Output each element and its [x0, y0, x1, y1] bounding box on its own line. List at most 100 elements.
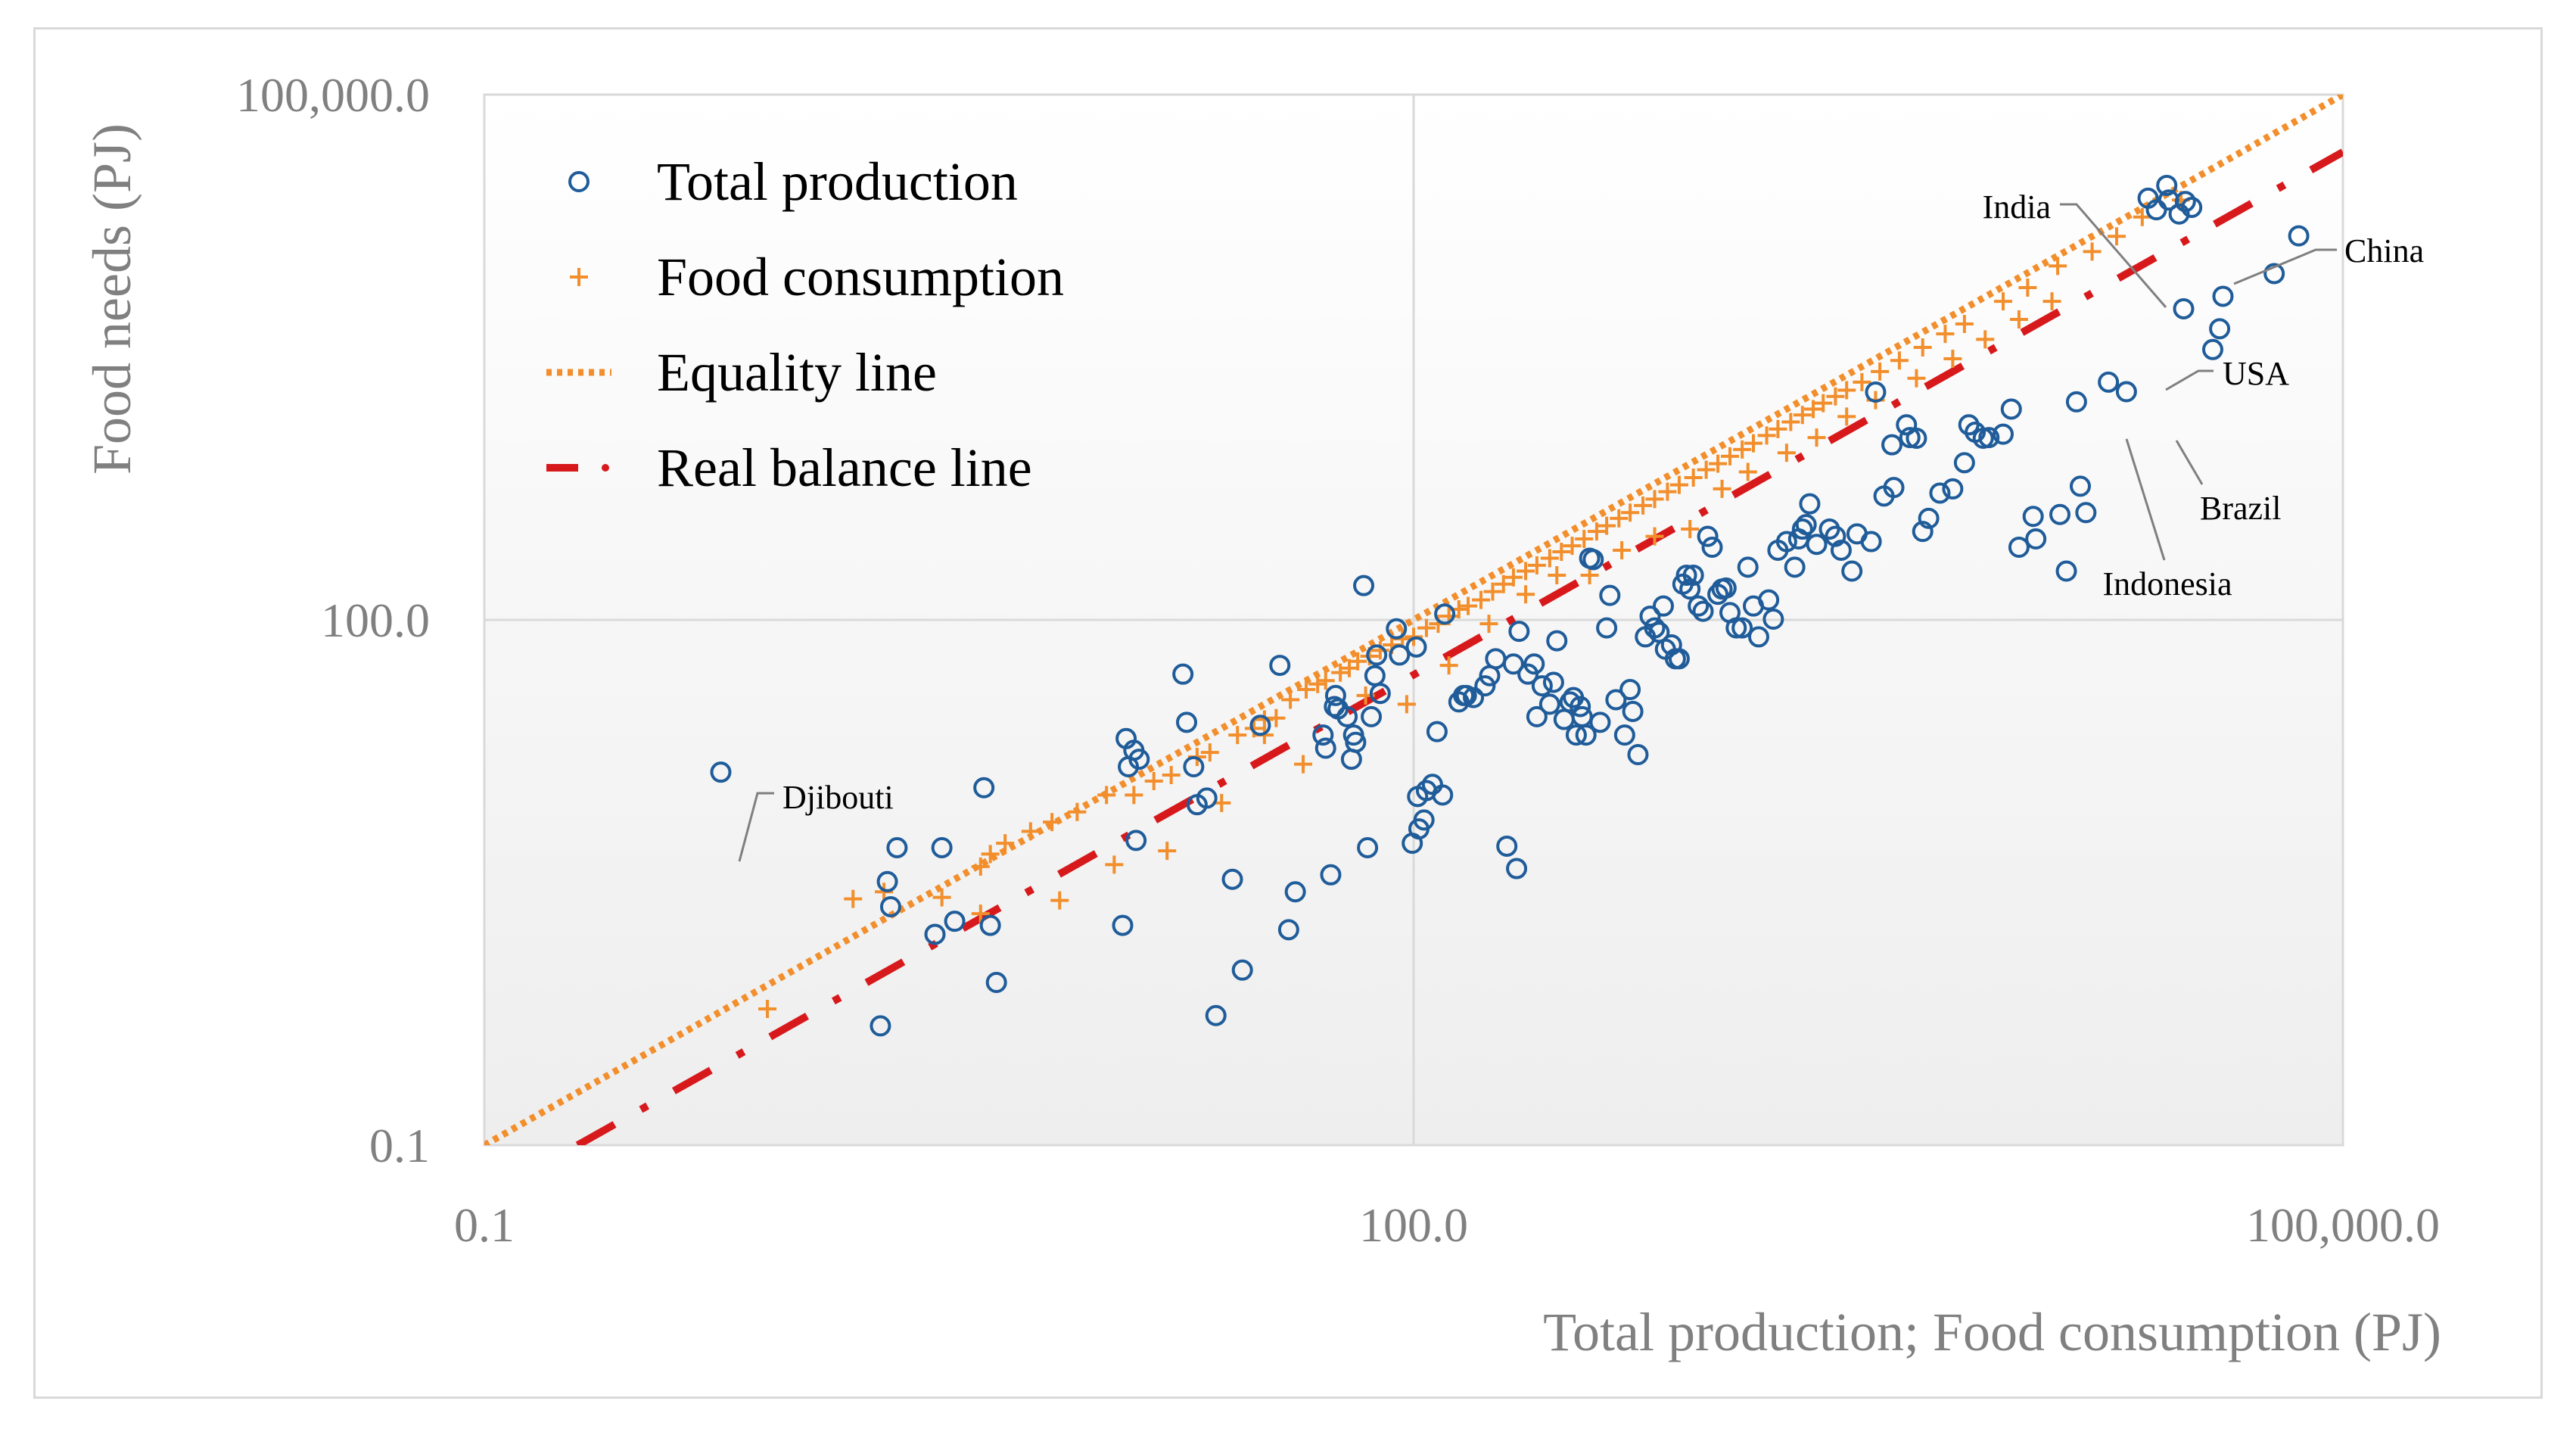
annotation-label: Djibouti [782, 779, 894, 816]
food-consumption-point [1598, 516, 1616, 535]
food-consumption-point [1162, 765, 1181, 784]
food-consumption-point [1943, 349, 1962, 368]
total-production-point [1883, 477, 1905, 499]
food-consumption-point [1459, 596, 1478, 615]
total-production-point [1389, 644, 1411, 666]
total-production-point [1613, 724, 1635, 746]
food-consumption-point [1853, 372, 1871, 391]
food-consumption-point [1105, 855, 1124, 874]
total-production-point [1644, 617, 1666, 639]
total-production-point [1183, 756, 1205, 778]
food-consumption-point [1936, 325, 1955, 344]
total-production-point [2156, 174, 2178, 196]
total-production-point [985, 971, 1007, 993]
food-consumption-point [1308, 674, 1327, 693]
total-production-point [1912, 521, 1934, 543]
total-production-point [2049, 503, 2071, 525]
total-production-point [879, 895, 901, 917]
total-production-point [1369, 683, 1391, 705]
total-production-point [1366, 644, 1388, 666]
food-consumption-point [2107, 227, 2126, 246]
total-production-point [1688, 595, 1710, 617]
total-production-point [1231, 959, 1253, 981]
food-consumption-point [1267, 708, 1286, 727]
total-production-point [1249, 714, 1271, 736]
total-production-point [1896, 414, 1918, 436]
food-consumption-point [1757, 426, 1776, 445]
total-production-point [1538, 693, 1560, 715]
total-production-point [1589, 711, 1611, 733]
total-production-point [931, 836, 953, 858]
total-production-point [1405, 636, 1427, 658]
annotation-label: Indonesia [2102, 565, 2232, 602]
annotation-label: Brazil [2200, 490, 2282, 527]
legend: Total production Food consumption Equality… [546, 151, 1064, 498]
annotation-label: India [1983, 188, 2051, 226]
y-tick-label: 100,000.0 [236, 68, 430, 122]
food-consumption-point [1540, 549, 1559, 568]
total-production-point [2025, 528, 2047, 550]
total-production-point [1570, 696, 1591, 718]
total-production-point [1508, 621, 1530, 643]
y-axis-title: Food needs (PJ) [82, 123, 142, 475]
food-consumption-point [1738, 462, 1757, 481]
total-production-point [1668, 648, 1690, 670]
total-production-point [1324, 684, 1346, 706]
food-consumption-point [1713, 479, 1731, 498]
food-consumption-point [1955, 315, 1974, 334]
total-production-point [2201, 338, 2223, 360]
annotation-leader [2175, 440, 2204, 485]
food-consumption-point [1610, 509, 1629, 528]
total-production-point [1737, 556, 1759, 578]
total-production-point [1918, 507, 1940, 529]
legend-label: Equality line [657, 342, 937, 403]
total-production-point [1463, 686, 1485, 708]
food-consumption-point [1658, 482, 1677, 501]
total-production-point [1679, 578, 1701, 600]
total-production-point [1277, 919, 1299, 941]
total-production-point [1353, 574, 1375, 596]
food-consumption-point [1297, 680, 1316, 699]
total-production-point [1320, 864, 1342, 886]
food-consumption-point [2083, 242, 2102, 261]
annotation-leader [738, 792, 774, 862]
food-consumption-point [1769, 419, 1787, 438]
total-production-point [1386, 618, 1408, 640]
total-production-point [1758, 589, 1780, 611]
total-production-point [876, 870, 898, 892]
total-production-point [1432, 784, 1454, 806]
food-consumption-point [1349, 652, 1367, 671]
food-consumption-point [1244, 719, 1263, 738]
total-production-point [1575, 724, 1597, 746]
food-consumption-point [996, 834, 1015, 853]
food-consumption-point [1494, 574, 1513, 593]
total-production-point [1639, 606, 1661, 627]
y-tick-label: 100.0 [321, 593, 430, 647]
total-production-point [1806, 534, 1828, 556]
food-consumption-point [1890, 351, 1909, 370]
total-production-point [924, 923, 946, 945]
food-consumption-point [2009, 310, 2028, 329]
food-consumption-point [1200, 743, 1219, 762]
food-consumption-point [971, 857, 990, 876]
total-production-point [710, 761, 732, 783]
total-production-point [1701, 537, 1723, 559]
food-consumption-point [1479, 615, 1498, 634]
food-consumption-point [1733, 440, 1752, 459]
total-production-point [1622, 700, 1644, 722]
legend-production-marker [568, 171, 590, 192]
total-production-point [2000, 398, 2022, 420]
food-consumption-point [1097, 786, 1116, 805]
food-consumption-point [1721, 447, 1740, 465]
total-production-point [973, 777, 995, 799]
total-production-point [2173, 297, 2195, 319]
total-production-point [1336, 705, 1358, 727]
x-axis-title: Total production; Food consumption (PJ) [1543, 1302, 2441, 1362]
food-consumption-point [1777, 444, 1796, 462]
food-consumption-point [1907, 369, 1926, 388]
total-production-point [2212, 285, 2234, 307]
food-consumption-point [1613, 540, 1632, 559]
total-production-point [1899, 427, 1921, 449]
total-production-point [1502, 653, 1524, 675]
